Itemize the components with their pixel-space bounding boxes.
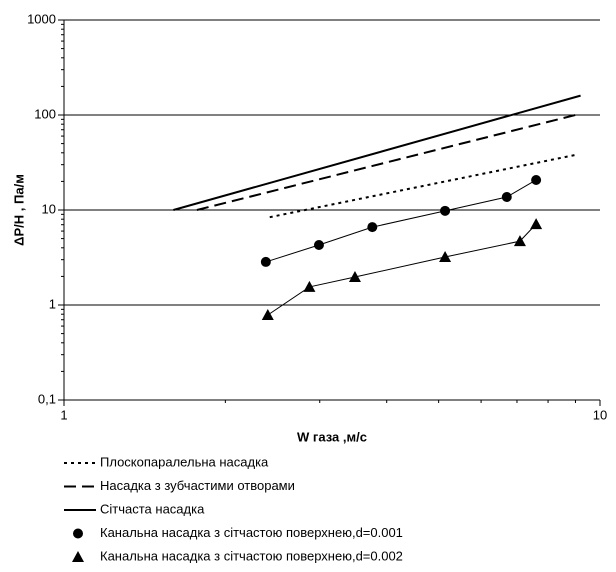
point <box>439 251 452 263</box>
point <box>513 235 526 247</box>
x-tick-label: 10 <box>593 407 607 422</box>
series-line <box>173 94 581 211</box>
x-tick-label: 1 <box>60 407 67 422</box>
point <box>72 551 84 562</box>
y-tick-label: 0,1 <box>38 391 56 406</box>
legend-label: Насадка з зубчастими отворами <box>100 478 295 493</box>
point <box>530 218 543 230</box>
point <box>348 271 361 283</box>
legend-label: Сітчаста насадка <box>100 501 205 516</box>
series-line <box>269 153 576 219</box>
y-tick-label: 10 <box>42 201 56 216</box>
point <box>367 222 378 233</box>
point <box>73 528 83 539</box>
point <box>313 240 324 251</box>
y-tick-label: 100 <box>34 106 56 121</box>
y-tick-label: 1 <box>49 296 56 311</box>
series-line <box>265 179 537 263</box>
point <box>440 205 451 216</box>
legend-label: Канальна насадка з сітчастою поверхнею,d… <box>100 548 403 563</box>
y-tick-label: 1000 <box>27 11 56 26</box>
point <box>303 280 316 292</box>
series-line <box>267 223 537 316</box>
y-axis-label: ΔP/H , Па/м <box>11 174 26 246</box>
x-axis-label: W газа ,м/с <box>297 429 367 444</box>
point <box>501 192 512 203</box>
legend-label: Плоскопаралельна насадка <box>100 454 269 469</box>
point <box>531 174 542 185</box>
point <box>260 256 271 267</box>
point <box>261 308 274 320</box>
legend-label: Канальна насадка з сітчастою поверхнею,d… <box>100 525 403 540</box>
series-line <box>196 114 576 211</box>
